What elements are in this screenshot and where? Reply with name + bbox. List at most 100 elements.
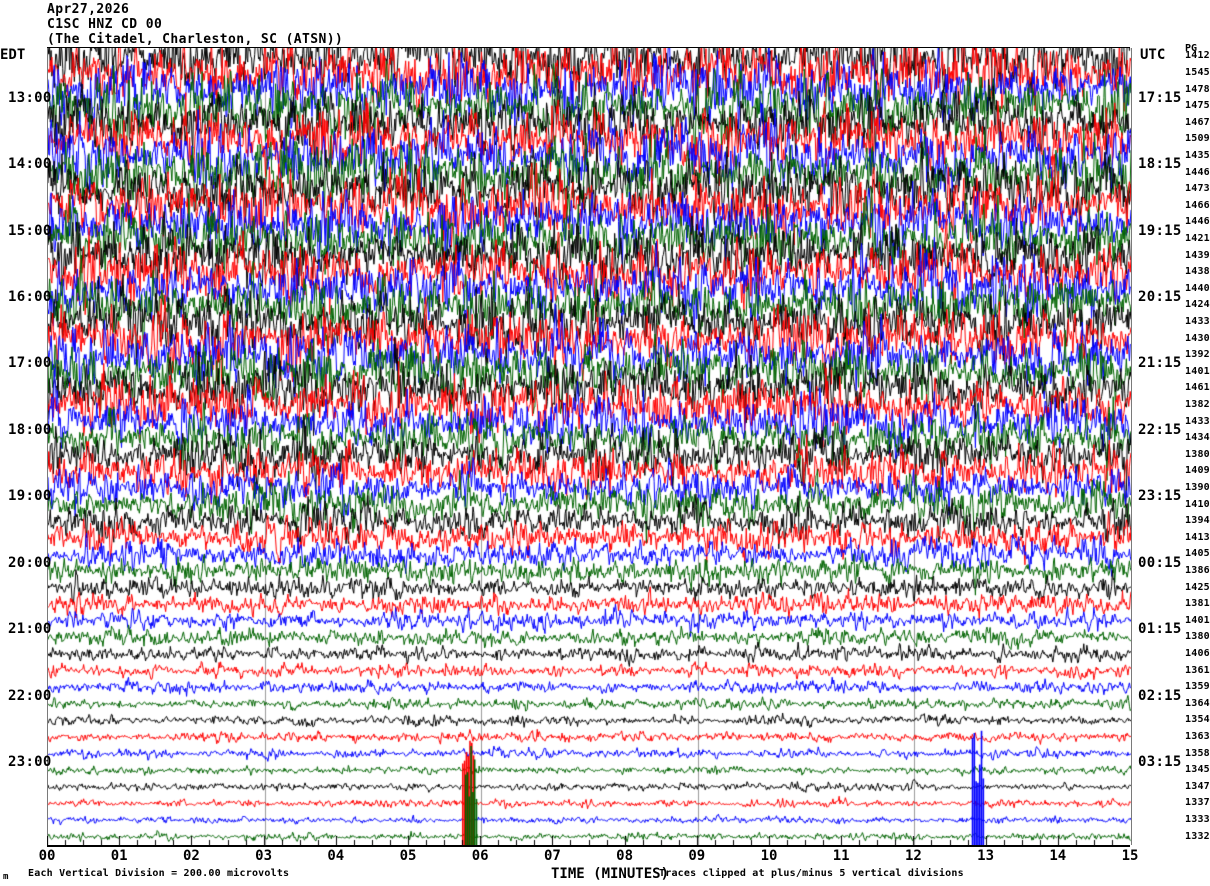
header-date: Apr27,2026 [47,3,129,16]
pg-value: 1359 [1185,682,1210,692]
pg-value: 1363 [1185,732,1210,742]
pg-value: 1433 [1185,317,1210,327]
right-time-label: 19:15 [1138,224,1182,238]
pg-value: 1364 [1185,699,1210,709]
left-time-label: 13:00 [8,91,52,105]
pg-value: 1467 [1185,118,1210,128]
right-time-label: 00:15 [1138,556,1182,570]
x-axis-title: TIME (MINUTES) [551,866,669,882]
x-axis-ticks [47,836,1130,846]
pg-value: 1361 [1185,666,1210,676]
left-time-label: 15:00 [8,224,52,238]
clip-note: Traces clipped at plus/minus 5 vertical … [659,868,964,879]
x-tick-label: 08 [616,849,633,863]
pg-value: 1406 [1185,649,1210,659]
pg-value: 1345 [1185,765,1210,775]
seismic-traces-canvas [48,48,1131,845]
right-time-label: 03:15 [1138,755,1182,769]
pg-value: 1394 [1185,516,1210,526]
pg-value: 1380 [1185,632,1210,642]
right-time-label: 01:15 [1138,622,1182,636]
pg-value: 1390 [1185,483,1210,493]
x-tick-label: 05 [400,849,417,863]
pg-value: 1409 [1185,466,1210,476]
x-tick-label: 03 [255,849,272,863]
vertical-division-note: Each Vertical Division = 200.00 microvol… [28,868,289,879]
x-tick-label: 06 [472,849,489,863]
pg-value: 1332 [1185,832,1210,842]
pg-value: 1424 [1185,300,1210,310]
pg-value: 1382 [1185,400,1210,410]
left-time-label: 17:00 [8,356,52,370]
right-time-label: 22:15 [1138,423,1182,437]
helicorder-plot: Apr27,2026 C1SC HNZ CD 00 (The Citadel, … [0,0,1210,886]
pg-value: 1433 [1185,417,1210,427]
timezone-label-left: EDT [0,48,25,62]
right-time-label: 21:15 [1138,356,1182,370]
pg-column-header: PG [1185,44,1197,54]
pg-value: 1401 [1185,616,1210,626]
pg-value: 1425 [1185,583,1210,593]
left-time-label: 20:00 [8,556,52,570]
left-time-label: 22:00 [8,689,52,703]
pg-value: 1435 [1185,151,1210,161]
pg-value: 1438 [1185,267,1210,277]
left-time-label: 16:00 [8,290,52,304]
pg-value: 1430 [1185,334,1210,344]
corner-mark: m [3,872,8,882]
x-tick-label: 14 [1049,849,1066,863]
pg-value: 1354 [1185,715,1210,725]
pg-value: 1475 [1185,101,1210,111]
pg-value: 1413 [1185,533,1210,543]
x-tick-label: 09 [688,849,705,863]
x-tick-label: 00 [39,849,56,863]
x-tick-label: 07 [544,849,561,863]
right-time-label: 18:15 [1138,157,1182,171]
x-tick-label: 04 [327,849,344,863]
pg-value: 1421 [1185,234,1210,244]
x-tick-label: 10 [761,849,778,863]
pg-value: 1401 [1185,367,1210,377]
pg-value: 1410 [1185,500,1210,510]
x-tick-label: 12 [905,849,922,863]
timezone-label-right: UTC [1140,48,1165,62]
pg-value: 1392 [1185,350,1210,360]
pg-value: 1446 [1185,217,1210,227]
plot-top-border [47,47,1130,48]
pg-value: 1473 [1185,184,1210,194]
pg-value: 1381 [1185,599,1210,609]
right-time-label: 17:15 [1138,91,1182,105]
right-time-label: 20:15 [1138,290,1182,304]
left-time-label: 21:00 [8,622,52,636]
left-time-label: 23:00 [8,755,52,769]
right-time-label: 02:15 [1138,689,1182,703]
left-time-label: 14:00 [8,157,52,171]
pg-value: 1333 [1185,815,1210,825]
pg-value: 1337 [1185,798,1210,808]
pg-value: 1347 [1185,782,1210,792]
pg-value: 1440 [1185,284,1210,294]
pg-value: 1509 [1185,134,1210,144]
x-tick-label: 13 [977,849,994,863]
pg-value: 1545 [1185,68,1210,78]
x-tick-label: 11 [833,849,850,863]
pg-value: 1380 [1185,450,1210,460]
pg-value: 1461 [1185,383,1210,393]
pg-value: 1434 [1185,433,1210,443]
x-tick-label: 01 [111,849,128,863]
left-time-label: 19:00 [8,489,52,503]
trace-plot-area [47,48,1132,845]
pg-value: 1405 [1185,549,1210,559]
pg-value: 1478 [1185,85,1210,95]
header-station: C1SC HNZ CD 00 [47,18,162,31]
x-tick-label: 02 [183,849,200,863]
pg-value: 1466 [1185,201,1210,211]
pg-value: 1446 [1185,168,1210,178]
right-time-label: 23:15 [1138,489,1182,503]
header-location: (The Citadel, Charleston, SC (ATSN)) [47,33,343,46]
pg-value: 1439 [1185,251,1210,261]
left-time-label: 18:00 [8,423,52,437]
pg-value: 1358 [1185,749,1210,759]
x-tick-label: 15 [1122,849,1139,863]
pg-value: 1386 [1185,566,1210,576]
